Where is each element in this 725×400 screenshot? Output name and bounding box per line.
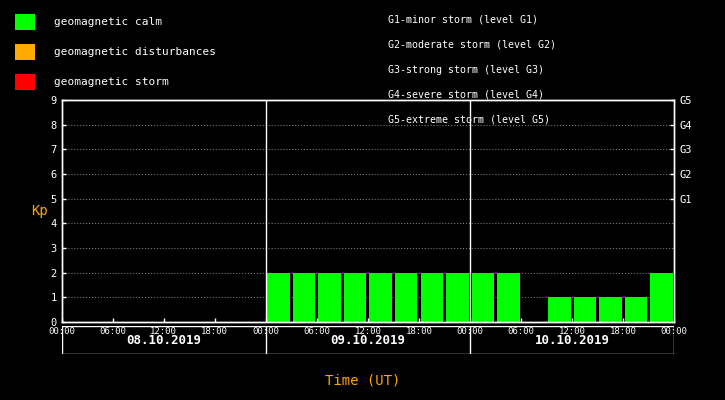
Bar — [395, 273, 418, 322]
Text: G5-extreme storm (level G5): G5-extreme storm (level G5) — [388, 114, 550, 124]
Bar — [650, 273, 673, 322]
Text: G3-strong storm (level G3): G3-strong storm (level G3) — [388, 65, 544, 74]
Text: G4-severe storm (level G4): G4-severe storm (level G4) — [388, 89, 544, 99]
Bar — [471, 273, 494, 322]
Text: Time (UT): Time (UT) — [325, 373, 400, 387]
Y-axis label: Kp: Kp — [31, 204, 48, 218]
Bar — [344, 273, 366, 322]
Bar — [599, 297, 621, 322]
Bar — [268, 273, 290, 322]
Text: 08.10.2019: 08.10.2019 — [126, 334, 202, 346]
Text: G1-minor storm (level G1): G1-minor storm (level G1) — [388, 15, 538, 25]
Bar — [370, 273, 392, 322]
Text: G2-moderate storm (level G2): G2-moderate storm (level G2) — [388, 40, 556, 50]
Bar — [497, 273, 520, 322]
Bar — [420, 273, 443, 322]
Text: geomagnetic disturbances: geomagnetic disturbances — [54, 47, 216, 57]
Text: geomagnetic calm: geomagnetic calm — [54, 17, 162, 27]
Bar — [446, 273, 468, 322]
Bar — [293, 273, 315, 322]
Bar — [625, 297, 647, 322]
Text: 10.10.2019: 10.10.2019 — [534, 334, 610, 346]
Text: geomagnetic storm: geomagnetic storm — [54, 77, 169, 87]
Bar — [548, 297, 571, 322]
Bar — [318, 273, 341, 322]
Bar — [573, 297, 596, 322]
Text: 09.10.2019: 09.10.2019 — [331, 334, 405, 346]
